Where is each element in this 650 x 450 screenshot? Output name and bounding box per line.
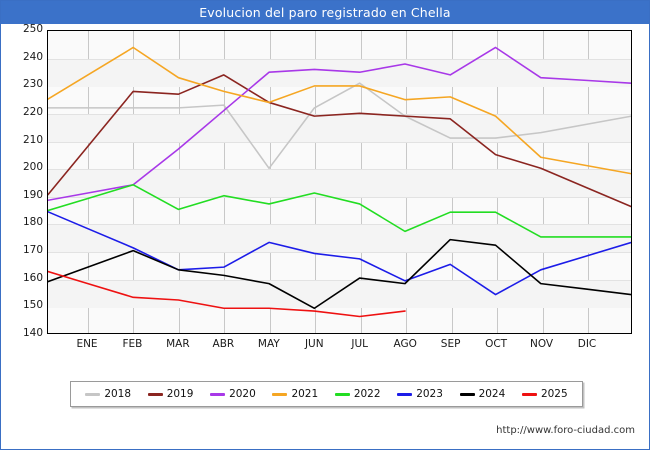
- x-axis-tick-label: MAY: [257, 338, 280, 350]
- legend-item-2020[interactable]: 2020: [210, 388, 256, 400]
- x-axis-tick-label: ABR: [212, 338, 235, 350]
- x-axis-tick-label: OCT: [485, 338, 508, 350]
- source-url: http://www.foro-ciudad.com: [496, 425, 635, 436]
- gridline-horizontal: [48, 142, 631, 143]
- series-line-2018: [48, 82, 631, 170]
- legend-item-label: 2021: [291, 388, 319, 400]
- x-axis-tick-label: ENE: [76, 338, 98, 350]
- plot-band: [48, 114, 631, 142]
- plot-band: [48, 224, 631, 252]
- legend-color-swatch: [147, 392, 163, 396]
- legend-item-label: 2018: [104, 388, 132, 400]
- series-line-2023: [48, 211, 631, 296]
- legend-color-swatch: [459, 392, 475, 396]
- plot-band: [48, 280, 631, 308]
- gridline-horizontal: [48, 280, 631, 281]
- gridline-horizontal: [48, 59, 631, 60]
- gridline-horizontal: [48, 197, 631, 198]
- series-line-2022: [48, 183, 631, 238]
- series-line-2020: [48, 46, 631, 202]
- page-title: Evolucion del paro registrado en Chella: [199, 5, 451, 20]
- y-axis-tick-label: 190: [22, 188, 43, 201]
- legend-color-swatch: [210, 392, 226, 396]
- legend-item-2023[interactable]: 2023: [397, 388, 443, 400]
- series-line-2021: [48, 46, 631, 175]
- legend-color-swatch: [397, 392, 413, 396]
- legend-item-label: 2023: [416, 388, 443, 400]
- gridline-horizontal: [48, 169, 631, 170]
- y-axis-tick-label: 140: [22, 327, 43, 339]
- x-axis-tick-label: JUN: [304, 338, 324, 350]
- x-axis-tick-label: SEP: [440, 338, 461, 350]
- x-axis-tick-label: DIC: [577, 338, 597, 350]
- y-axis-tick-label: 180: [22, 216, 43, 229]
- window-title-bar: Evolucion del paro registrado en Chella: [1, 1, 649, 24]
- x-axis-tick-label: FEB: [122, 338, 143, 350]
- legend-color-swatch: [334, 392, 350, 396]
- y-axis-tick-label: 250: [22, 23, 43, 35]
- x-axis-tick-label: MAR: [166, 338, 190, 350]
- x-axis-tick-label: AGO: [393, 338, 417, 350]
- y-axis-tick-label: 220: [22, 105, 43, 118]
- y-axis-tick-label: 240: [22, 50, 43, 63]
- legend-item-2025[interactable]: 2025: [521, 388, 568, 400]
- legend-item-label: 2025: [540, 388, 568, 400]
- legend-item-2019[interactable]: 2019: [147, 388, 194, 400]
- legend-color-swatch: [521, 392, 537, 396]
- legend-color-swatch: [85, 392, 101, 396]
- series-line-2025: [48, 270, 406, 318]
- series-canvas: [48, 46, 631, 318]
- x-axis: ENE FEB MAR ABR MAY JUN JUL AGO SEP OCT NOV DIC: [47, 337, 632, 355]
- legend-item-label: 2020: [229, 388, 256, 400]
- legend-item-2018[interactable]: 2018: [85, 388, 131, 400]
- legend-item-label: 2022: [353, 388, 381, 400]
- legend-item-2022[interactable]: 2022: [334, 388, 381, 400]
- y-axis-tick-label: 230: [22, 78, 43, 91]
- legend-item-label: 2019: [166, 388, 194, 400]
- plot-area: [47, 30, 632, 334]
- legend: 2018 2019 2020 2021 2022 2023 2024 2025: [70, 381, 583, 407]
- legend-color-swatch: [272, 392, 288, 396]
- y-axis-tick-label: 170: [22, 244, 43, 257]
- y-axis-tick-label: 150: [22, 299, 43, 312]
- series-line-2024: [48, 238, 631, 310]
- legend-item-2021[interactable]: 2021: [272, 388, 318, 400]
- gridline-horizontal: [48, 252, 631, 253]
- plot-band: [48, 169, 631, 197]
- y-axis-tick-label: 210: [22, 133, 43, 146]
- y-axis-tick-label: 160: [22, 271, 43, 284]
- legend-item-label: 2024: [478, 388, 506, 400]
- gridline-horizontal: [48, 224, 631, 225]
- x-axis-tick-label: JUL: [351, 338, 369, 350]
- y-axis-tick-label: 200: [22, 161, 43, 174]
- y-axis: 250 240 230 220 210 200 190 180 170 160 150 140: [1, 23, 43, 339]
- x-axis-tick-label: NOV: [529, 338, 554, 350]
- series-line-2019: [48, 74, 631, 208]
- legend-item-2024[interactable]: 2024: [459, 388, 506, 400]
